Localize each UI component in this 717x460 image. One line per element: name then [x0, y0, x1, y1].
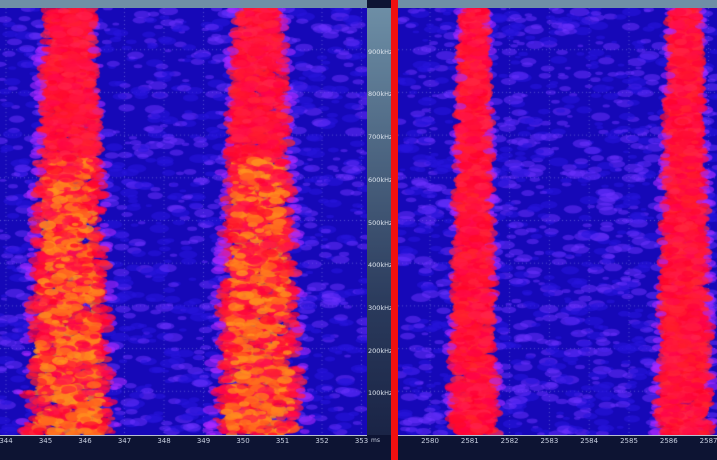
y-tick-label: 600kHz	[368, 175, 393, 184]
x-tick-label: 2581	[460, 437, 479, 445]
y-tick-label: 500kHz	[368, 218, 393, 227]
y-tick-label: 700kHz	[368, 133, 393, 142]
y-tick-label: 300kHz	[368, 303, 393, 312]
right-spectrogram[interactable]	[398, 8, 717, 435]
y-tick-label: 900kHz	[368, 47, 393, 56]
x-tick-label: 2586	[659, 437, 678, 445]
x-tick-label: 2580	[421, 437, 439, 445]
x-axis-unit: ms	[371, 437, 380, 444]
y-axis-strip	[367, 8, 391, 435]
x-tick-label: 349	[196, 437, 211, 445]
left-spectrogram[interactable]	[0, 8, 367, 435]
x-tick-label: 352	[315, 437, 329, 445]
x-tick-label: 2583	[540, 437, 559, 445]
y-tick-label: 800kHz	[368, 90, 393, 99]
x-tick-label: 345	[38, 437, 53, 445]
x-tick-label: 346	[78, 437, 92, 445]
left-spectrogram-panel: 344 345 346 347 348 349 350 351 352 353 ms 100kHz…	[0, 0, 393, 445]
left-top-bar	[0, 0, 367, 8]
left-x-axis-line	[0, 435, 367, 436]
x-tick-label: 2585	[620, 437, 638, 445]
x-tick-label: 351	[275, 437, 290, 445]
x-tick-label: 353	[354, 437, 369, 445]
y-tick-label: 400kHz	[368, 261, 393, 270]
y-tick-label: 100kHz	[368, 389, 393, 398]
x-tick-label: 2584	[580, 437, 599, 445]
x-tick-label: 2587	[699, 437, 717, 445]
y-tick-label: 200kHz	[368, 346, 393, 355]
right-spectrogram-panel: 2580 2581 2582 2583 2584 2585 2586 2587	[398, 0, 717, 460]
x-tick-label: 350	[236, 437, 250, 445]
right-top-bar	[398, 0, 717, 8]
x-tick-label: 348	[157, 437, 171, 445]
panel-divider[interactable]	[391, 0, 398, 460]
x-tick-label: 347	[117, 437, 132, 445]
x-tick-label: 344	[0, 437, 13, 445]
right-x-axis-line	[398, 435, 717, 436]
x-tick-label: 2582	[500, 437, 519, 445]
